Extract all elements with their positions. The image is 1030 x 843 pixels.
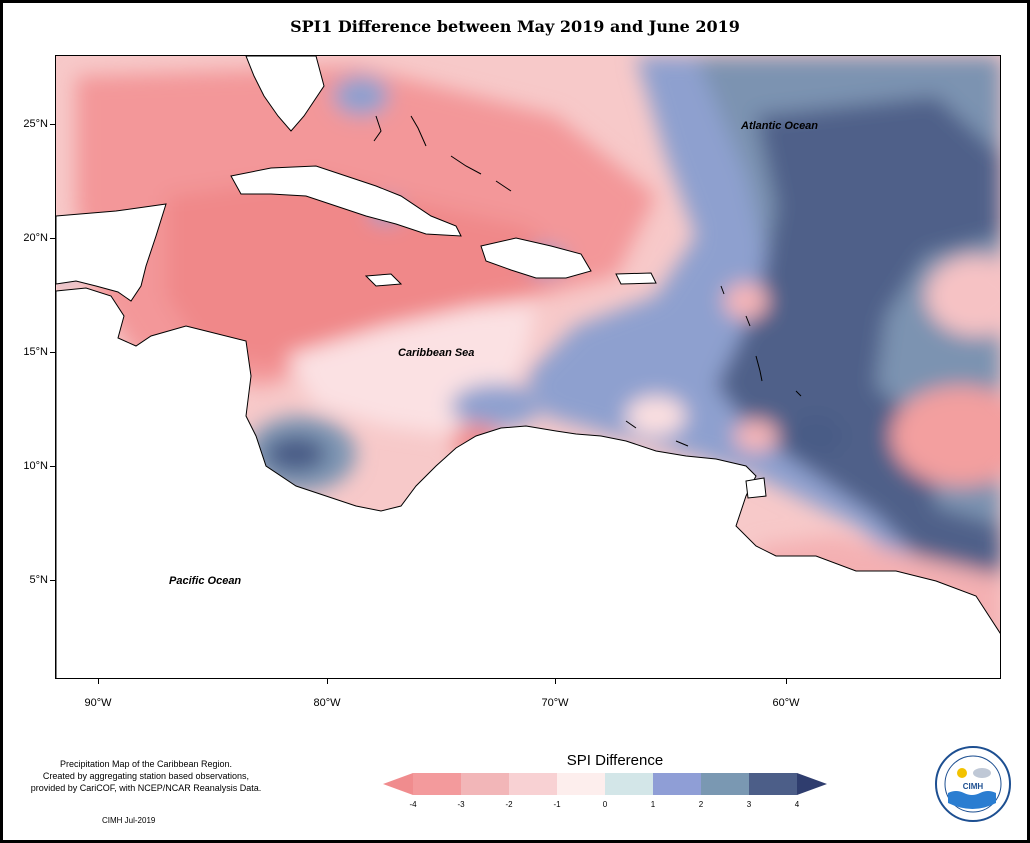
scale-bin	[509, 773, 557, 795]
scale-bin	[749, 773, 797, 795]
scale-bin	[413, 773, 461, 795]
lat-tick	[50, 352, 55, 353]
lon-label-60w: 60°W	[772, 697, 800, 709]
lon-tick	[555, 679, 556, 684]
lat-label-20n: 20°N	[23, 232, 48, 244]
logo-text: CIMH	[963, 782, 984, 791]
lat-tick	[50, 124, 55, 125]
label-atlantic-ocean: Atlantic Ocean	[741, 120, 819, 132]
lat-tick	[50, 466, 55, 467]
legend-tick: 3	[746, 800, 752, 809]
label-pacific-ocean: Pacific Ocean	[169, 575, 242, 587]
lon-label-70w: 70°W	[541, 697, 569, 709]
legend-tick: 2	[698, 800, 704, 809]
scale-arrow-left	[383, 773, 413, 795]
lat-label-25n: 25°N	[23, 118, 48, 130]
scale-arrow-right	[797, 773, 827, 795]
footnote-line: provided by CariCOF, with NCEP/NCAR Rean…	[30, 783, 262, 793]
label-caribbean-sea: Caribbean Sea	[398, 347, 475, 359]
footnote-line: Precipitation Map of the Caribbean Regio…	[59, 759, 233, 769]
water-waves-icon	[948, 791, 996, 809]
scale-bin	[461, 773, 509, 795]
spi-map-canvas	[56, 56, 1000, 678]
credit-text: CIMH Jul-2019	[102, 816, 156, 825]
lon-tick	[786, 679, 787, 684]
scale-bin	[557, 773, 605, 795]
lon-label-90w: 90°W	[84, 697, 112, 709]
map-panel: Atlantic Ocean Caribbean Sea Pacific Oce…	[55, 55, 1001, 679]
sun-icon	[957, 768, 967, 778]
legend-title: SPI Difference	[566, 752, 664, 769]
lat-label-10n: 10°N	[23, 460, 48, 472]
legend-tick: 0	[602, 800, 608, 809]
scale-bin	[605, 773, 653, 795]
legend-tick: -1	[553, 800, 561, 809]
legend-tick: 1	[650, 800, 656, 809]
cloud-icon	[973, 768, 991, 778]
footnote: Precipitation Map of the Caribbean Regio…	[6, 758, 286, 794]
lat-label-15n: 15°N	[23, 346, 48, 358]
legend-tick: -4	[409, 800, 417, 809]
scale-bin	[701, 773, 749, 795]
lat-tick	[50, 238, 55, 239]
scale-bin	[653, 773, 701, 795]
cimh-logo: CIMH	[935, 746, 1011, 822]
legend-tick: -3	[457, 800, 465, 809]
lat-label-5n: 5°N	[29, 574, 48, 586]
lat-tick	[50, 580, 55, 581]
legend-tick: -2	[505, 800, 513, 809]
legend-tick: 4	[794, 800, 800, 809]
footnote-line: Created by aggregating station based obs…	[42, 771, 250, 781]
lon-tick	[98, 679, 99, 684]
lon-tick	[327, 679, 328, 684]
color-scale-bar	[383, 773, 827, 795]
map-title: SPI1 Difference between May 2019 and Jun…	[290, 17, 740, 36]
lon-label-80w: 80°W	[313, 697, 341, 709]
